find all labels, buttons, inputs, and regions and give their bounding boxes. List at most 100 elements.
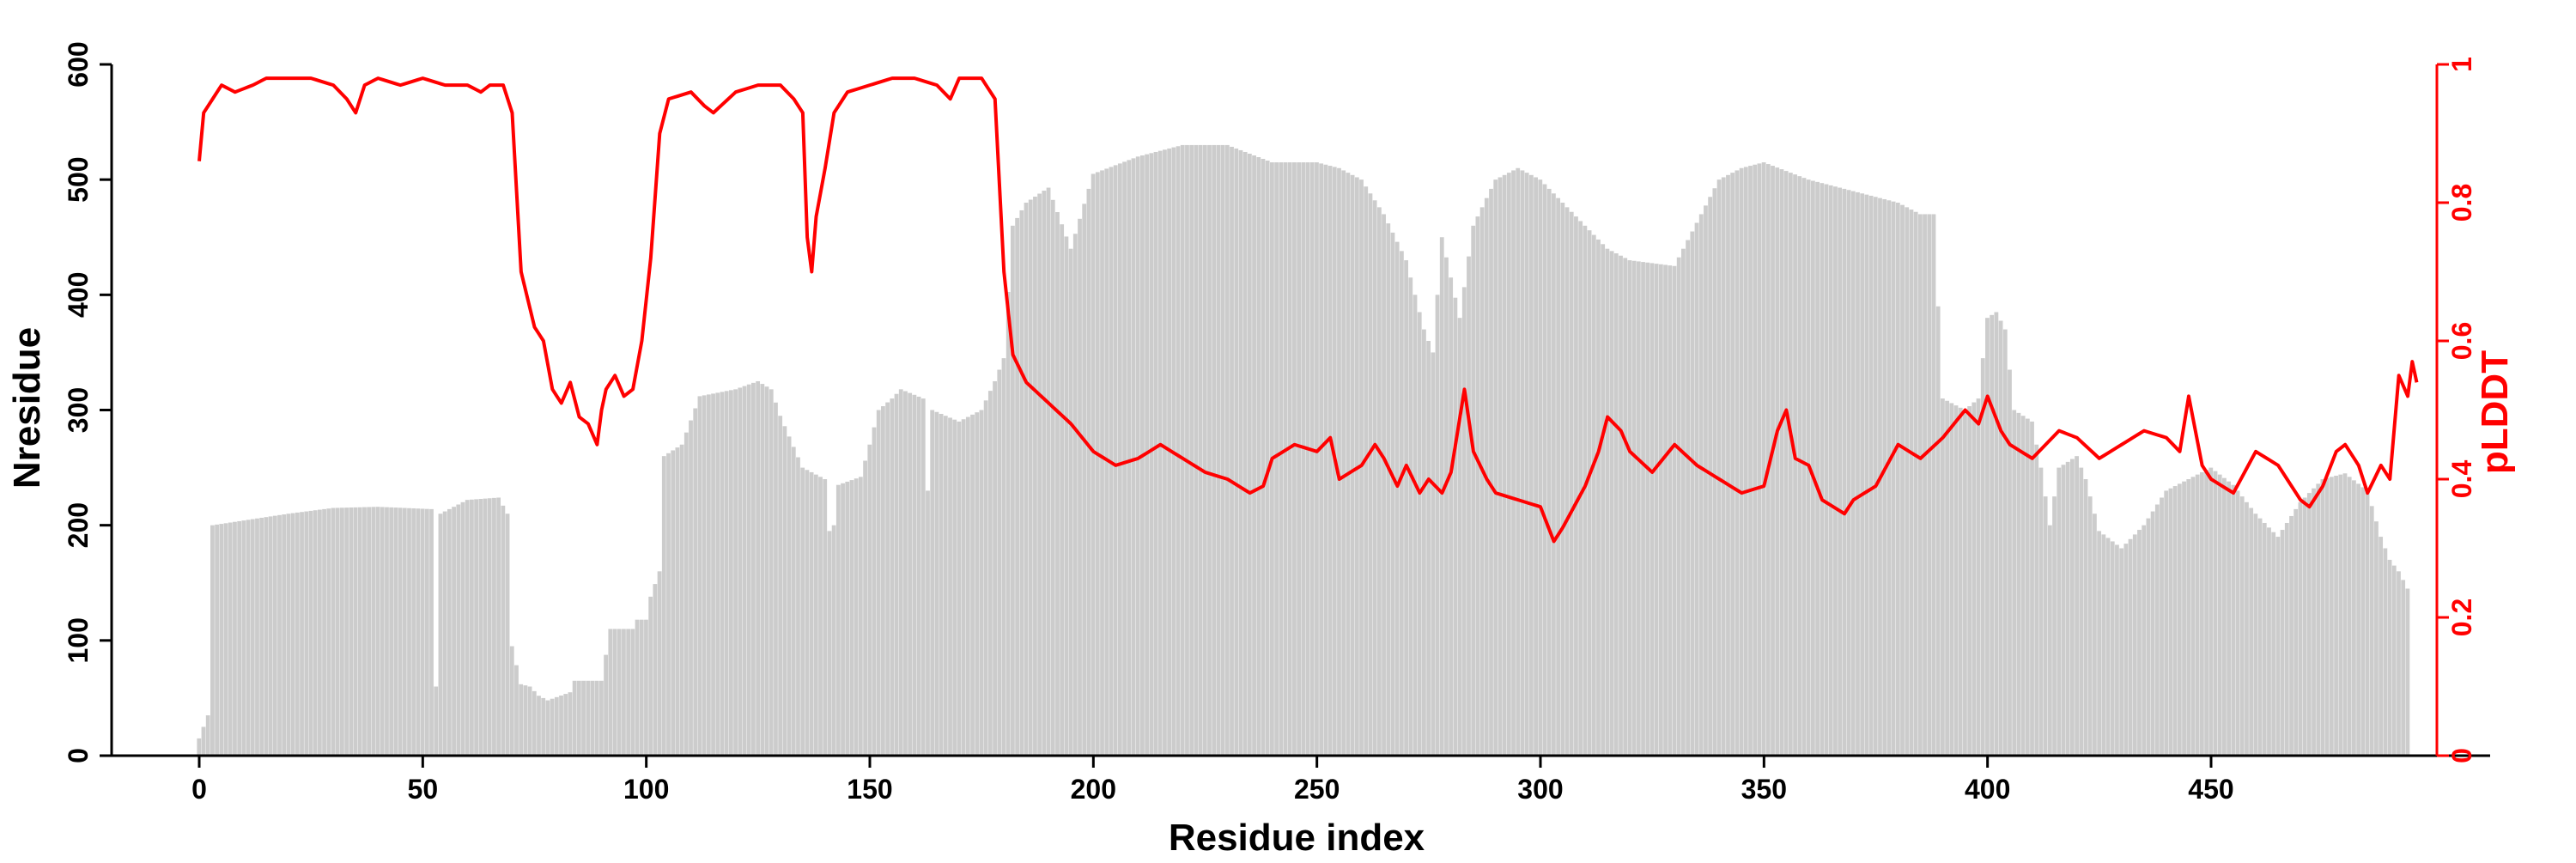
- x-tick-label: 150: [847, 774, 892, 805]
- bar-residue-336: [1698, 214, 1704, 757]
- bar-residue-135: [800, 467, 805, 756]
- bar-residue-106: [671, 450, 676, 756]
- bar-residue-96: [626, 629, 631, 756]
- bar-residue-67: [496, 497, 501, 756]
- y-tick-label: 500: [63, 156, 94, 202]
- bar-residue-113: [702, 395, 707, 756]
- bar-residue-313: [1596, 239, 1601, 756]
- bar-residue-118: [724, 391, 729, 756]
- bar-residue-420: [2075, 456, 2079, 756]
- bar-residue-425: [2097, 531, 2102, 757]
- bar-residue-275: [1426, 341, 1431, 756]
- bar-residue-35: [353, 507, 358, 756]
- bar-residue-258: [1350, 174, 1355, 757]
- bar-residue-185: [1024, 203, 1029, 756]
- bar-residue-179: [997, 369, 1002, 756]
- bar-residue-348: [1753, 164, 1758, 757]
- bar-residue-441: [2168, 488, 2173, 756]
- bar-residue-308: [1574, 216, 1578, 757]
- bar-residue-18: [277, 514, 282, 756]
- bar-residue-351: [1765, 164, 1771, 757]
- bar-residue-405: [2008, 369, 2012, 756]
- bar-residue-473: [2312, 488, 2316, 756]
- bar-residue-318: [1619, 255, 1623, 757]
- bar-residue-267: [1390, 232, 1395, 756]
- bar-residue-81: [559, 695, 563, 756]
- bar-residue-335: [1694, 222, 1699, 757]
- bar-residue-112: [697, 396, 702, 756]
- bar-residue-270: [1404, 260, 1408, 757]
- bar-residue-243: [1283, 162, 1288, 757]
- bar-residue-193: [1060, 224, 1065, 757]
- bar-residue-392: [1949, 403, 1954, 756]
- bar-residue-319: [1623, 258, 1628, 756]
- bar-residue-323: [1641, 262, 1645, 757]
- bar-residue-167: [943, 416, 948, 756]
- y-tick-label: 600: [63, 41, 94, 87]
- bar-residue-374: [1868, 195, 1874, 756]
- bar-residue-372: [1860, 193, 1865, 756]
- bar-residue-342: [1726, 174, 1730, 757]
- bar-residue-201: [1095, 172, 1100, 756]
- bar-residue-482: [2352, 480, 2356, 756]
- bar-residue-430: [2119, 548, 2124, 756]
- y2-tick-label: 0.6: [2446, 322, 2477, 360]
- bar-residue-95: [622, 629, 626, 756]
- bar-residue-303: [1552, 193, 1556, 756]
- bar-residue-393: [1953, 405, 1959, 756]
- bar-residue-66: [492, 497, 496, 756]
- bar-residue-296: [1520, 170, 1525, 756]
- bar-residue-312: [1591, 234, 1596, 756]
- bar-residue-187: [1033, 197, 1037, 756]
- bar-residue-468: [2289, 515, 2293, 756]
- bar-residue-170: [957, 421, 962, 756]
- y-axis-label: Nresidue: [6, 327, 48, 489]
- bar-residue-215: [1157, 150, 1163, 757]
- bar-residue-239: [1265, 161, 1270, 756]
- bar-residue-445: [2186, 479, 2191, 756]
- bar-residue-181: [1005, 291, 1011, 757]
- bar-residue-371: [1856, 191, 1860, 756]
- bar-residue-403: [1998, 320, 2003, 756]
- bar-residue-435: [2142, 525, 2147, 756]
- bar-residue-225: [1202, 144, 1207, 757]
- bar-residue-157: [898, 389, 903, 756]
- plddt-line: [197, 76, 2419, 544]
- bar-residue-117: [720, 392, 725, 756]
- bar-residue-199: [1086, 188, 1091, 756]
- bar-residue-268: [1394, 241, 1400, 756]
- bar-residue-407: [2016, 412, 2021, 756]
- bar-residue-291: [1498, 177, 1503, 757]
- bar-residue-159: [908, 392, 913, 756]
- x-tick-label: 250: [1294, 774, 1340, 805]
- bar-residue-120: [733, 389, 738, 756]
- bar-residue-226: [1207, 144, 1212, 757]
- bar-residue-85: [576, 680, 581, 756]
- bar-residue-183: [1015, 217, 1020, 756]
- y2-tick-label: 0.4: [2446, 460, 2477, 499]
- bar-residue-458: [2245, 501, 2249, 756]
- bar-residue-361: [1811, 180, 1815, 756]
- bar-residue-414: [2047, 525, 2052, 756]
- bar-residue-404: [2002, 329, 2008, 756]
- y-tick-label: 400: [63, 272, 94, 318]
- x-tick-label: 300: [1517, 774, 1563, 805]
- bar-residue-487: [2374, 521, 2379, 756]
- y2-tick-label: 0.8: [2446, 184, 2477, 222]
- bar-residue-402: [1994, 312, 1999, 757]
- bar-residue-363: [1820, 183, 1825, 756]
- bar-residue-492: [2397, 571, 2401, 756]
- bar-residue-355: [1783, 171, 1789, 757]
- bar-residue-61: [470, 499, 474, 756]
- line-layer: [197, 76, 2419, 544]
- bar-residue-274: [1422, 329, 1426, 756]
- bar-residue-154: [885, 402, 890, 756]
- x-tick-label: 0: [191, 774, 207, 805]
- bar-residue-182: [1011, 225, 1015, 757]
- x-axis-label: Residue index: [1169, 817, 1425, 859]
- bar-residue-153: [881, 406, 885, 756]
- bar-residue-43: [389, 507, 394, 756]
- bar-residue-263: [1372, 200, 1377, 756]
- bar-residue-10: [241, 520, 246, 756]
- bar-residue-82: [563, 694, 568, 756]
